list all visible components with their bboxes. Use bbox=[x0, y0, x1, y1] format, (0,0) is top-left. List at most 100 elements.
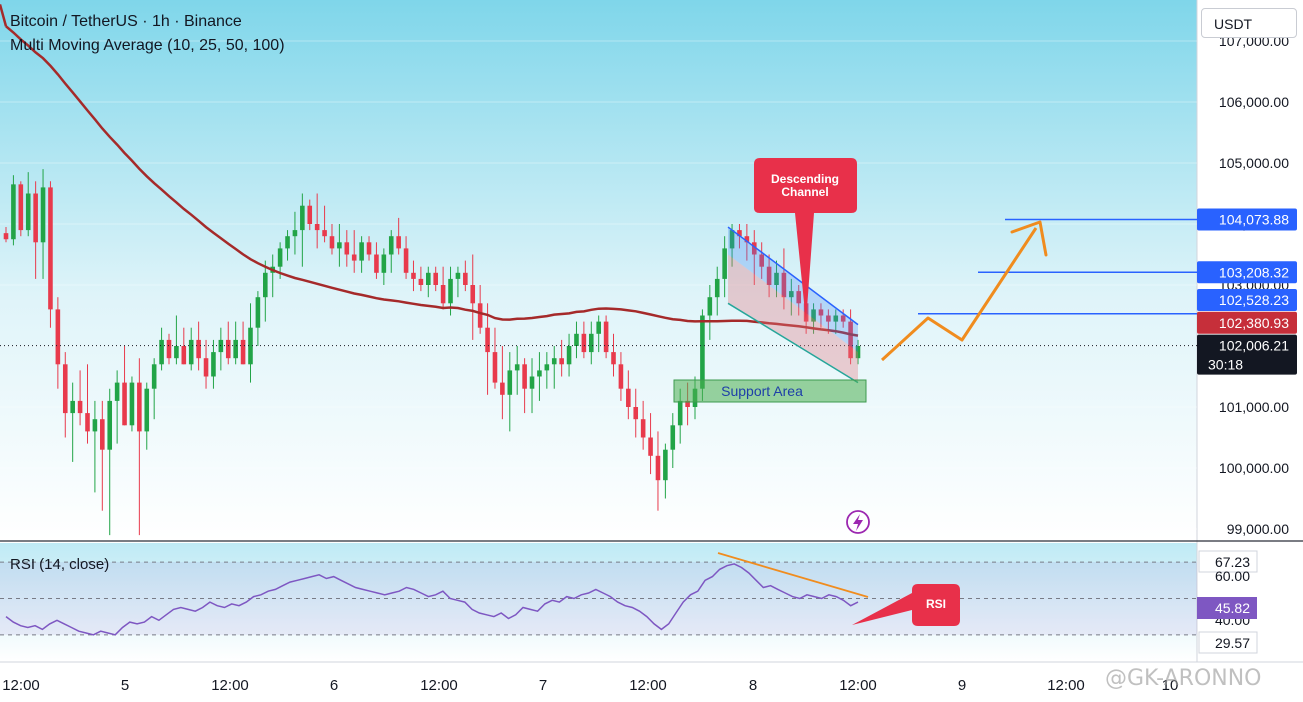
rsi-axis-label: 29.57 bbox=[1215, 635, 1250, 651]
candle-up bbox=[359, 242, 364, 261]
level-price-label: 104,073.88 bbox=[1219, 211, 1289, 227]
candle-up bbox=[11, 184, 16, 240]
time-axis-label: 10 bbox=[1162, 677, 1179, 694]
support-area-box bbox=[673, 379, 867, 403]
moving-average-line bbox=[0, 4, 859, 337]
candle-up bbox=[789, 291, 794, 298]
time-axis-label: 12:00 bbox=[839, 677, 877, 694]
candle-down bbox=[766, 266, 772, 285]
rsi-current-label: 45.82 bbox=[1215, 600, 1250, 616]
candle-up bbox=[566, 346, 572, 365]
candle-down bbox=[396, 236, 401, 249]
time-axis-label: 12:00 bbox=[211, 677, 249, 694]
price-tick-label: 105,000.00 bbox=[1219, 155, 1289, 171]
candle-down bbox=[403, 248, 409, 273]
candle-down bbox=[18, 184, 24, 231]
candle-down bbox=[581, 333, 587, 353]
candle-up bbox=[388, 236, 394, 255]
candle-down bbox=[307, 205, 313, 224]
currency-button[interactable]: USDT bbox=[1201, 8, 1297, 38]
candle-up bbox=[381, 254, 387, 273]
candle-down bbox=[848, 321, 853, 359]
candle-up bbox=[300, 205, 305, 231]
candle-up bbox=[40, 187, 46, 243]
candle-down bbox=[633, 407, 639, 420]
rsi-axis-label-box bbox=[1198, 550, 1258, 573]
time-axis-label: 12:00 bbox=[2, 677, 40, 694]
candle-down bbox=[744, 236, 750, 243]
candle-up bbox=[855, 346, 861, 359]
symbol-title: Bitcoin / TetherUS · 1h · Binance bbox=[10, 13, 242, 30]
channel-lower-fill bbox=[728, 254, 858, 383]
candle-up bbox=[588, 333, 594, 353]
candle-down bbox=[77, 400, 83, 414]
lightning-icon-bolt bbox=[853, 514, 863, 531]
candle-down bbox=[477, 303, 483, 328]
candle-down bbox=[685, 400, 690, 407]
watermark: @GK-ARONNO bbox=[1105, 666, 1262, 691]
candle-down bbox=[85, 413, 90, 432]
level-price-label: 103,208.32 bbox=[1219, 264, 1289, 280]
candle-up bbox=[233, 339, 238, 359]
candle-up bbox=[529, 376, 535, 389]
candle-up bbox=[129, 382, 135, 426]
candle-down bbox=[640, 419, 646, 438]
candle-up bbox=[663, 449, 668, 481]
candle-down bbox=[181, 346, 187, 365]
candle-down bbox=[648, 437, 653, 456]
candle-up bbox=[107, 400, 113, 450]
candle-down bbox=[470, 285, 476, 304]
rsi-axis-label: 67.23 bbox=[1215, 554, 1250, 570]
candle-down bbox=[225, 339, 231, 359]
candle-up bbox=[544, 364, 550, 371]
candle-up bbox=[448, 278, 453, 304]
rsi-axis-label: 60.00 bbox=[1215, 568, 1250, 584]
ma-price-label-bg bbox=[1197, 311, 1297, 334]
candle-down bbox=[759, 254, 764, 267]
price-tick-label: 99,000.00 bbox=[1227, 521, 1289, 537]
rsi-band bbox=[0, 562, 1197, 635]
rsi-axis-label-box bbox=[1198, 631, 1258, 654]
level-price-label: 102,528.23 bbox=[1219, 292, 1289, 308]
candle-down bbox=[840, 315, 846, 322]
candle-up bbox=[25, 193, 31, 231]
candle-up bbox=[677, 400, 683, 426]
candle-down bbox=[137, 382, 142, 432]
price-pane-bg bbox=[0, 0, 1197, 540]
candle-up bbox=[596, 321, 601, 334]
candle-up bbox=[714, 278, 720, 298]
candle-up bbox=[211, 352, 216, 377]
rsi-callout-bubble bbox=[852, 584, 960, 626]
descending-channel bbox=[727, 226, 859, 384]
candle-up bbox=[537, 370, 542, 377]
candle-down bbox=[374, 254, 379, 273]
rsi-trend-line bbox=[717, 552, 869, 598]
candle-down bbox=[751, 242, 757, 255]
candle-up bbox=[159, 339, 164, 365]
candle-up bbox=[337, 242, 342, 249]
candle-up bbox=[174, 346, 179, 359]
candle-down bbox=[100, 419, 105, 450]
candle-down bbox=[3, 233, 9, 240]
candle-up bbox=[114, 382, 120, 401]
last-price-label: 102,006.21 bbox=[1219, 338, 1289, 354]
candle-down bbox=[48, 187, 53, 310]
candle-up bbox=[277, 248, 283, 267]
support-area: Support Area bbox=[673, 379, 867, 403]
candle-up bbox=[151, 364, 157, 389]
projection-arrow-head bbox=[1010, 220, 1048, 257]
candle-down bbox=[55, 309, 61, 365]
time-axis-label: 12:00 bbox=[629, 677, 667, 694]
ma-price-label: 102,380.93 bbox=[1219, 315, 1289, 331]
candle-down bbox=[655, 455, 661, 481]
candle-down bbox=[492, 352, 498, 383]
candle-down bbox=[351, 254, 357, 261]
candle-down bbox=[737, 230, 742, 237]
candle-down bbox=[314, 224, 320, 231]
level-price-label-bg bbox=[1197, 208, 1297, 231]
candle-down bbox=[603, 321, 609, 353]
candle-up bbox=[774, 272, 779, 285]
channel-top-line bbox=[727, 226, 859, 326]
candle-down bbox=[796, 291, 802, 304]
